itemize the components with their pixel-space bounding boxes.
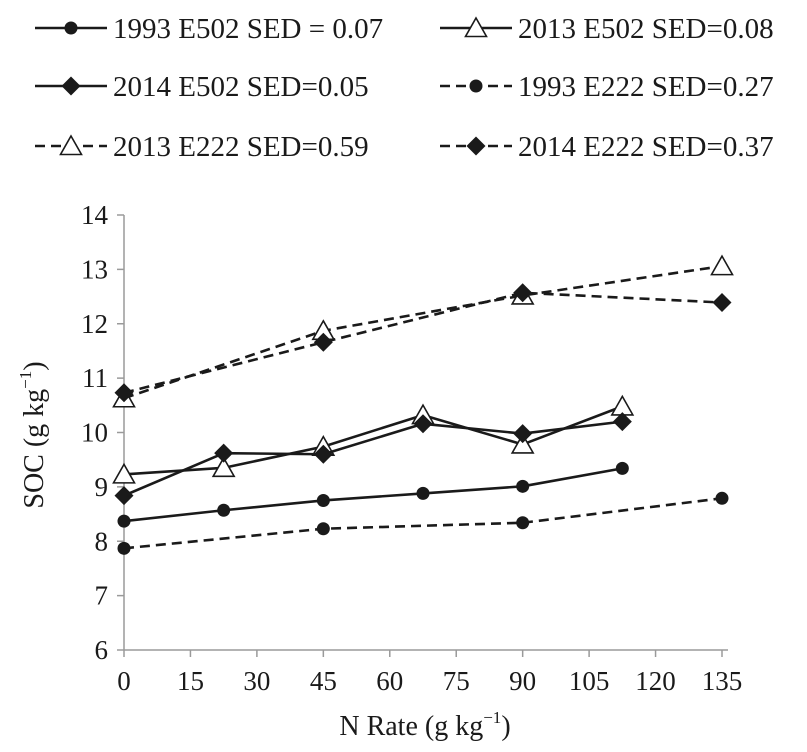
- data-point: [316, 493, 330, 507]
- x-tick-label: 45: [310, 666, 337, 696]
- series-line: [123, 264, 723, 400]
- legend-swatch-marker: [61, 76, 81, 96]
- x-tick-label: 15: [177, 666, 204, 696]
- y-tick-label: 8: [95, 526, 109, 556]
- legend-item: 1993 E502 SED = 0.07: [35, 13, 383, 45]
- y-tick-label: 6: [95, 635, 109, 665]
- series-layer: [112, 254, 734, 555]
- data-point: [513, 283, 533, 303]
- data-point: [710, 254, 734, 276]
- data-point: [217, 503, 231, 517]
- data-point: [114, 383, 134, 403]
- legend-label: 2013 E222 SED=0.59: [113, 131, 369, 163]
- y-tick-label: 13: [81, 254, 108, 284]
- series-6: [114, 283, 732, 403]
- legend-swatch-marker: [469, 79, 483, 93]
- series-line: [123, 497, 723, 550]
- x-axis-title-main: N Rate (g kg: [339, 711, 483, 742]
- series-line: [123, 291, 723, 395]
- data-point: [114, 486, 134, 506]
- x-tick-label: 135: [702, 666, 743, 696]
- y-axis-title: SOC (g kg−1): [16, 361, 50, 508]
- legend: 1993 E502 SED = 0.07 2013 E502 SED=0.08 20…: [35, 13, 774, 163]
- x-axis-title-close: ): [501, 711, 510, 742]
- data-point: [712, 293, 732, 313]
- legend-label: 2014 E222 SED=0.37: [518, 131, 774, 163]
- x-axis-title-sup: −1: [483, 708, 501, 727]
- legend-item: 1993 E222 SED=0.27: [440, 71, 774, 103]
- series-5: [112, 254, 734, 408]
- data-point: [313, 332, 333, 352]
- y-tick-label: 14: [81, 200, 109, 230]
- data-point: [313, 444, 333, 464]
- data-point: [211, 456, 236, 478]
- data-point: [516, 516, 530, 530]
- legend-item: 2014 E222 SED=0.37: [440, 131, 774, 163]
- legend-label: 2014 E502 SED=0.05: [113, 71, 369, 103]
- data-point: [117, 514, 131, 528]
- y-axis-title-main: SOC (g kg: [19, 389, 50, 509]
- series-line: [123, 420, 623, 497]
- y-tick-label: 10: [81, 418, 108, 448]
- legend-label: 1993 E222 SED=0.27: [518, 71, 774, 103]
- legend-swatch-marker: [64, 21, 78, 35]
- x-tick-label: 0: [117, 666, 131, 696]
- legend-swatch-marker: [59, 134, 83, 156]
- legend-item: 2013 E502 SED=0.08: [440, 13, 774, 45]
- legend-swatch-marker: [464, 16, 488, 38]
- x-tick-label: 60: [376, 666, 403, 696]
- series-line: [123, 405, 623, 476]
- series-line: [123, 467, 623, 523]
- data-point: [510, 432, 535, 454]
- legend-item: 2013 E222 SED=0.59: [35, 131, 369, 163]
- x-tick-label: 90: [509, 666, 536, 696]
- axes: 6 7 8 9 10 11 12 13 14 0 15 30 45 60 75 90 105 120 135: [81, 200, 742, 696]
- series-4: [117, 491, 729, 555]
- series-3: [114, 412, 632, 506]
- y-tick-label: 9: [95, 472, 109, 502]
- data-point: [214, 443, 234, 463]
- x-tick-label: 120: [635, 666, 676, 696]
- legend-label: 1993 E502 SED = 0.07: [113, 13, 383, 45]
- data-point: [112, 462, 136, 484]
- x-tick-label: 30: [243, 666, 270, 696]
- y-axis-title-sup: −1: [16, 371, 35, 389]
- data-point: [117, 541, 131, 555]
- data-point: [615, 461, 629, 475]
- data-point: [316, 522, 330, 536]
- legend-swatch-marker: [466, 136, 486, 156]
- x-tick-label: 75: [443, 666, 470, 696]
- data-point: [612, 412, 632, 432]
- data-point: [416, 486, 430, 500]
- series-1: [117, 461, 629, 528]
- x-tick-label: 105: [569, 666, 610, 696]
- data-point: [413, 414, 433, 434]
- x-axis-title: N Rate (g kg−1): [339, 708, 510, 742]
- data-point: [715, 491, 729, 505]
- data-point: [513, 424, 533, 444]
- y-tick-label: 7: [95, 581, 109, 611]
- legend-item: 2014 E502 SED=0.05: [35, 71, 369, 103]
- y-tick-label: 12: [81, 309, 108, 339]
- y-tick-label: 11: [82, 363, 108, 393]
- y-axis-title-close: ): [19, 361, 50, 370]
- legend-label: 2013 E502 SED=0.08: [518, 13, 774, 45]
- data-point: [516, 479, 530, 493]
